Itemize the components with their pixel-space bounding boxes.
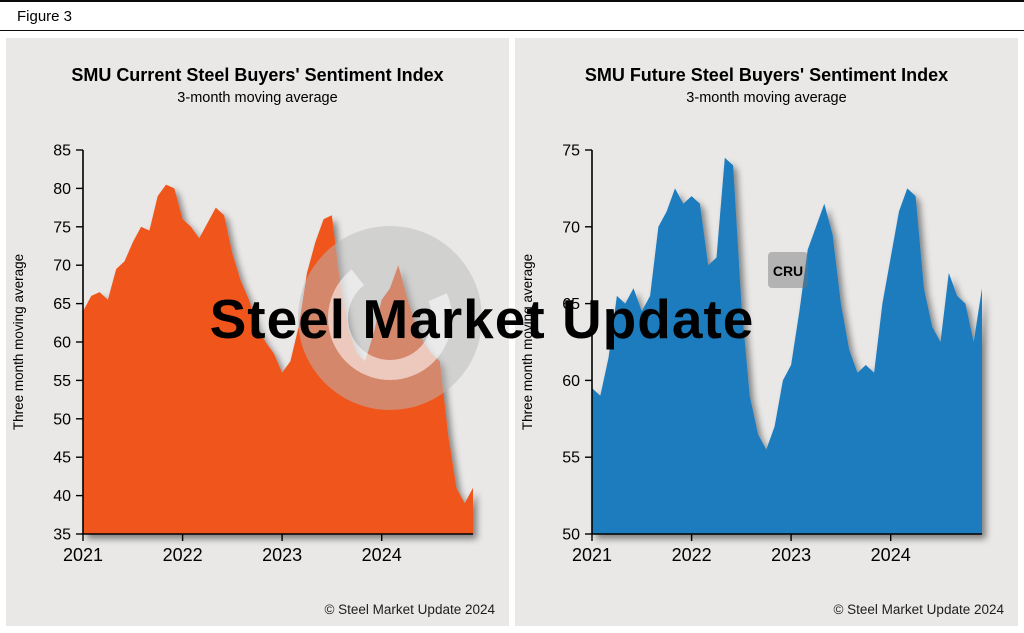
panel-future-sentiment: SMU Future Steel Buyers' Sentiment Index… — [515, 38, 1018, 626]
y-tick-label: 40 — [53, 488, 71, 505]
y-tick-label: 55 — [562, 450, 580, 467]
area-series — [83, 184, 473, 534]
y-tick-label: 65 — [53, 296, 71, 313]
y-tick-label: 35 — [53, 527, 71, 544]
y-tick-label: 55 — [53, 373, 71, 390]
x-tick-label: 2022 — [163, 545, 203, 565]
area-series — [592, 157, 982, 534]
x-tick-label: 2024 — [871, 545, 911, 565]
figure-label: Figure 3 — [17, 7, 73, 25]
y-axis-label: Three month moving average — [11, 254, 26, 430]
y-tick-label: 70 — [562, 219, 580, 236]
copyright-note-current: © Steel Market Update 2024 — [324, 602, 495, 617]
panel-current-sentiment: SMU Current Steel Buyers' Sentiment Inde… — [6, 38, 509, 626]
x-tick-label: 2023 — [262, 545, 302, 565]
current-sentiment-chart: 35 40 45 50 55 60 65 70 75 80 85 2021 2022 2023 2024 Th… — [11, 143, 473, 565]
x-tick-label: 2021 — [63, 545, 103, 565]
figure-header: Figure 3 — [0, 0, 1024, 31]
panels-container: SMU Current Steel Buyers' Sentiment Inde… — [0, 31, 1024, 626]
y-tick-label: 65 — [562, 296, 580, 313]
y-tick-label: 75 — [562, 143, 580, 160]
x-tick-label: 2021 — [572, 545, 612, 565]
y-tick-label: 85 — [53, 143, 71, 160]
future-sentiment-chart: 50 55 60 65 70 75 2021 2022 2023 2024 Three month … — [520, 143, 982, 565]
y-tick-label: 60 — [562, 373, 580, 390]
y-tick-label: 45 — [53, 450, 71, 467]
y-tick-label: 70 — [53, 258, 71, 275]
y-tick-label: 50 — [53, 411, 71, 428]
chart-title-future: SMU Future Steel Buyers' Sentiment Index — [584, 65, 949, 85]
x-tick-label: 2022 — [672, 545, 712, 565]
x-tick-label: 2024 — [362, 545, 402, 565]
copyright-note-future: © Steel Market Update 2024 — [833, 602, 1004, 617]
y-tick-label: 75 — [53, 219, 71, 236]
y-tick-label: 60 — [53, 335, 71, 352]
y-tick-label: 80 — [53, 181, 71, 198]
chart-subtitle-current: 3-month moving average — [177, 90, 338, 106]
x-tick-label: 2023 — [771, 545, 811, 565]
chart-subtitle-future: 3-month moving average — [686, 90, 847, 106]
chart-title-current: SMU Current Steel Buyers' Sentiment Inde… — [71, 65, 444, 85]
y-tick-label: 50 — [562, 527, 580, 544]
y-axis-label: Three month moving average — [520, 254, 535, 430]
